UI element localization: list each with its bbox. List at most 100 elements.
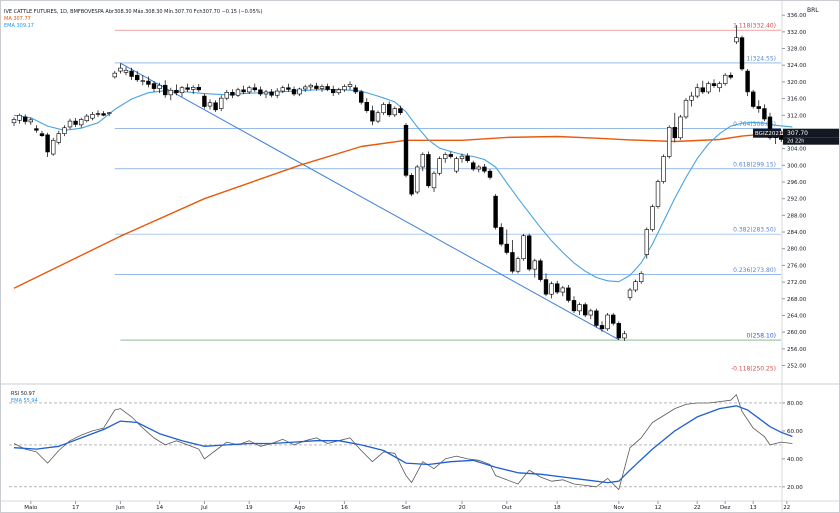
price-tick-label: 268.00	[787, 297, 807, 303]
time-tick-label: Jul	[200, 505, 208, 511]
price-tick-label: 252.00	[787, 363, 807, 369]
candle-body	[364, 102, 369, 111]
candle-body	[633, 281, 638, 291]
time-tick-label: 20	[459, 505, 466, 511]
candle-body	[398, 108, 403, 114]
candle-body	[319, 86, 325, 89]
currency-label: BRL	[807, 7, 819, 14]
fib-level-label: 0(258.10)	[747, 333, 777, 340]
candle-body	[118, 67, 123, 72]
candle-body	[594, 310, 599, 326]
candle-body	[459, 155, 465, 159]
candle-body	[538, 260, 543, 280]
candle-body	[700, 87, 706, 93]
candle-body	[308, 84, 313, 88]
candle-body	[666, 127, 672, 157]
candle-body	[207, 102, 213, 107]
candle-body	[543, 279, 549, 295]
candle-body	[280, 87, 285, 92]
candle-body	[532, 260, 538, 270]
candle-body	[392, 108, 397, 116]
candle-body	[325, 86, 330, 90]
candle-body	[263, 91, 269, 95]
ema-line	[13, 88, 793, 283]
candle-body	[353, 87, 358, 93]
fib-level-label: 1.118(332.40)	[733, 23, 776, 30]
candle-body	[135, 74, 140, 81]
time-tick-label: 12	[655, 505, 662, 511]
candle-body	[442, 154, 448, 159]
candle-body	[476, 166, 481, 170]
candle-body	[582, 304, 588, 316]
candle-body	[722, 74, 728, 84]
candle-body	[219, 97, 224, 109]
time-tick-label: Out	[502, 505, 513, 511]
fib-level-label: 0.618(299.15)	[733, 161, 776, 168]
candle-body	[11, 119, 17, 124]
fib-level-label: -0.118(250.25)	[731, 365, 776, 372]
fib-level-label: 0.382(283.50)	[733, 227, 776, 234]
candle-body	[302, 86, 308, 90]
candle-body	[90, 114, 95, 119]
fib-level-label: 1(324.55)	[747, 55, 777, 62]
candle-body	[386, 104, 392, 116]
candle-body	[521, 235, 526, 260]
price-tick-label: 328.00	[787, 47, 807, 53]
last-price-value: 307.70	[787, 130, 808, 137]
candle-body	[45, 134, 50, 153]
price-tick-label: 276.00	[787, 263, 807, 269]
candle-body	[168, 89, 173, 96]
candle-body	[252, 87, 257, 91]
price-tick-label: 264.00	[787, 313, 807, 319]
rsi-ema-legend: EMA 55.94	[11, 398, 38, 404]
candle-body	[381, 104, 386, 114]
candle-body	[123, 69, 129, 73]
candle-body	[498, 227, 504, 245]
sma-line	[13, 132, 793, 289]
time-tick-label: 18	[554, 505, 561, 511]
candle-body	[510, 252, 515, 272]
candle-body	[661, 156, 666, 182]
candle-body	[588, 310, 594, 316]
candle-body	[286, 87, 291, 90]
candle-body	[62, 127, 67, 134]
candle-body	[650, 206, 655, 230]
candle-body	[706, 83, 711, 93]
candle-body	[39, 133, 45, 136]
time-tick-label: 14	[156, 505, 163, 511]
time-tick-label: Set	[401, 505, 411, 511]
candle-body	[616, 323, 622, 339]
price-tick-label: 312.00	[787, 113, 807, 119]
candle-body	[185, 87, 190, 90]
fib-level-label: 0.764(308.85)	[733, 121, 776, 128]
candle-body	[358, 91, 364, 103]
candle-body	[22, 116, 28, 122]
candle-body	[314, 85, 319, 89]
trendline	[120, 62, 620, 341]
candle-body	[224, 92, 229, 99]
price-tick-label: 304.00	[787, 147, 807, 153]
candle-body	[448, 154, 453, 157]
candle-body	[101, 113, 106, 116]
candle-body	[403, 124, 409, 176]
candle-body	[56, 133, 62, 143]
price-tick-label: 292.00	[787, 197, 807, 203]
rsi-tick-label: 20.00	[787, 485, 803, 491]
time-tick-label: Jun	[115, 505, 125, 511]
candle-body	[571, 300, 577, 312]
candle-body	[241, 89, 246, 93]
candle-body	[694, 87, 700, 97]
candle-body	[554, 283, 560, 293]
candle-body	[689, 95, 694, 101]
candle-body	[414, 166, 420, 193]
candle-body	[560, 287, 566, 293]
candle-body	[112, 72, 118, 78]
candle-body	[762, 108, 767, 120]
candle-body	[605, 314, 610, 330]
time-tick-label: Dez	[720, 505, 731, 511]
time-tick-label: 17	[72, 505, 79, 511]
time-tick-label: 16	[341, 505, 348, 511]
candle-body	[34, 128, 39, 131]
candle-body	[655, 181, 661, 207]
